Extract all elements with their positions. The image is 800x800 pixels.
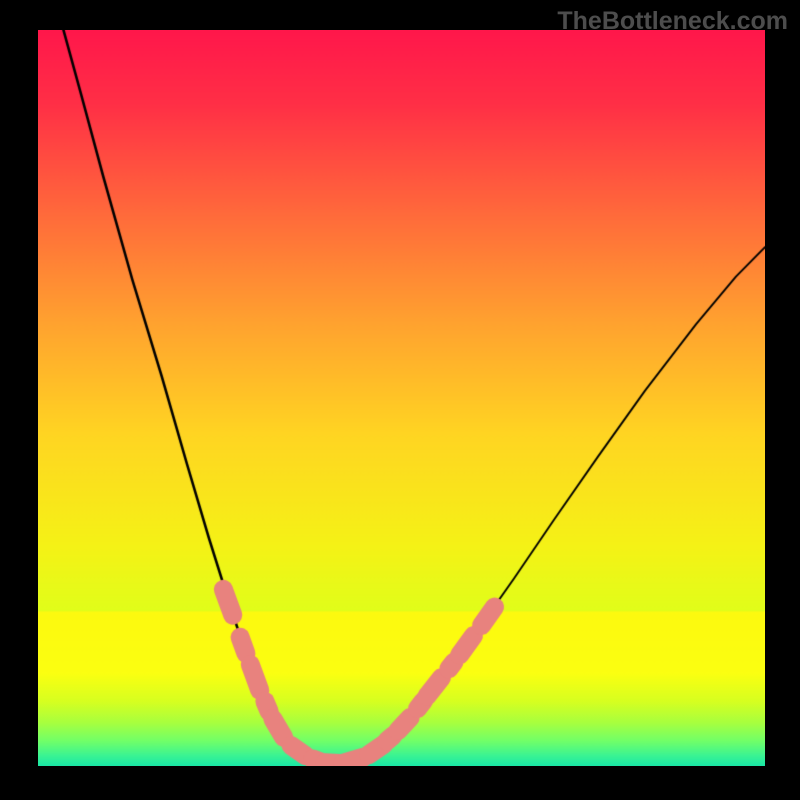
watermark-text: TheBottleneck.com: [557, 7, 788, 36]
plot-area: [38, 30, 765, 766]
plot-canvas: [38, 30, 765, 766]
